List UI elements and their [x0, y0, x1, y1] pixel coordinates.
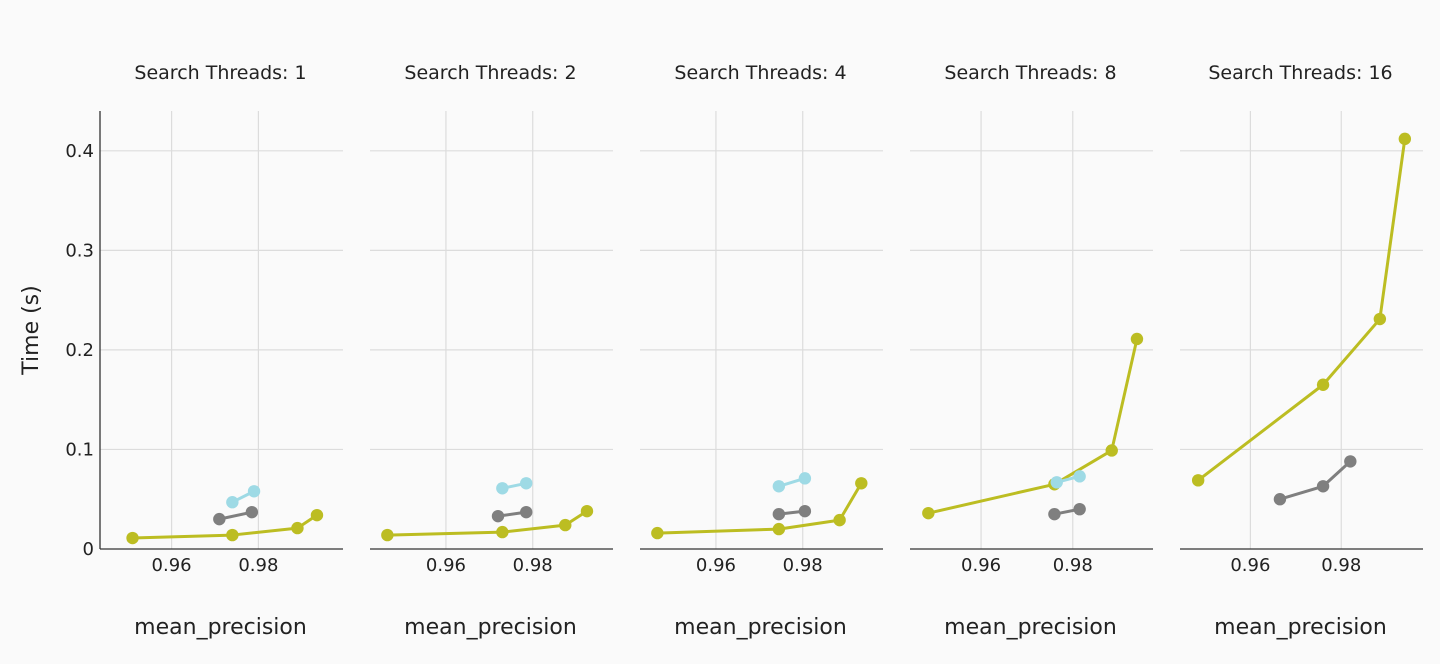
- data-point: [491, 509, 505, 523]
- data-point: [1073, 502, 1086, 516]
- data-point: [1373, 312, 1387, 326]
- series-line: [1197, 138, 1407, 482]
- data-point: [772, 522, 786, 536]
- series-gray: [772, 504, 812, 521]
- data-point: [213, 512, 226, 526]
- y-tick-label: 0: [83, 539, 94, 560]
- x-tick-label: 0.96: [961, 555, 1001, 576]
- series-line: [1279, 460, 1352, 501]
- data-point: [772, 507, 786, 521]
- data-point: [310, 508, 324, 522]
- series-gray: [1273, 455, 1357, 506]
- chart-panels: 0 0.1 0.2 0.3 0.4 0.96 0.98 Search Threads: 1 me…: [65, 62, 1423, 640]
- data-point: [1191, 474, 1205, 487]
- series-gray: [491, 505, 533, 523]
- panel-title: Search Threads: 1: [134, 62, 306, 84]
- series-olive: [126, 508, 324, 545]
- series-line: [387, 509, 588, 537]
- data-point: [381, 528, 394, 542]
- y-tick-label: 0.2: [65, 340, 94, 361]
- data-point: [1048, 507, 1061, 521]
- data-point: [1316, 480, 1330, 493]
- data-point: [520, 477, 533, 490]
- series-lightblue: [496, 477, 533, 495]
- x-tick-label: 0.96: [152, 555, 192, 576]
- panel-1: 0 0.1 0.2 0.3 0.4 0.96 0.98 Search Threads: 1 me…: [65, 62, 343, 640]
- y-axis-title: Time (s): [19, 285, 44, 375]
- series-line: [657, 482, 863, 535]
- data-point: [1344, 455, 1357, 468]
- data-point: [855, 477, 868, 490]
- data-point: [245, 505, 259, 519]
- x-tick-label: 0.96: [426, 555, 466, 576]
- series-lightblue: [1050, 470, 1086, 489]
- series-line: [132, 513, 318, 540]
- x-axis-title: mean_precision: [674, 615, 847, 640]
- panel-4: 0.96 0.98 Search Threads: 8 mean_precision: [910, 62, 1153, 640]
- x-tick-label: 0.98: [238, 555, 278, 576]
- series-olive: [1191, 132, 1412, 487]
- series-gray: [213, 505, 259, 526]
- panel-3: 0.96 0.98 Search Threads: 4 mean_precision: [640, 62, 883, 640]
- series-olive: [381, 504, 594, 542]
- x-tick-label: 0.98: [1053, 555, 1093, 576]
- x-tick-label: 0.98: [513, 555, 553, 576]
- panel-5: 0.96 0.98 Search Threads: 16 mean_precision: [1180, 62, 1423, 640]
- x-axis-title: mean_precision: [404, 615, 577, 640]
- x-tick-label: 0.96: [1230, 555, 1270, 576]
- data-point: [226, 528, 239, 542]
- x-tick-label: 0.98: [783, 555, 823, 576]
- y-tick-label: 0.1: [65, 439, 94, 460]
- series-line: [928, 338, 1139, 515]
- panel-title: Search Threads: 4: [674, 62, 846, 84]
- data-point: [580, 504, 594, 518]
- data-point: [1130, 332, 1144, 346]
- series-gray: [1048, 502, 1086, 521]
- data-point: [559, 518, 572, 532]
- data-point: [798, 504, 812, 518]
- data-point: [520, 505, 533, 519]
- data-point: [1273, 493, 1287, 506]
- data-point: [798, 472, 812, 485]
- panel-title: Search Threads: 16: [1208, 62, 1392, 84]
- data-point: [226, 496, 239, 509]
- data-point: [1050, 476, 1063, 489]
- panel-title: Search Threads: 2: [404, 62, 576, 84]
- data-point: [772, 480, 786, 493]
- data-point: [922, 506, 935, 520]
- panel-2: 0.96 0.98 Search Threads: 2 mean_precision: [370, 62, 613, 640]
- series-lightblue: [772, 472, 812, 493]
- data-point: [291, 521, 304, 535]
- series-olive: [651, 477, 868, 540]
- x-axis-title: mean_precision: [134, 615, 307, 640]
- y-tick-label: 0.3: [65, 240, 94, 261]
- data-point: [833, 513, 846, 527]
- x-tick-label: 0.98: [1321, 555, 1361, 576]
- data-point: [126, 531, 139, 545]
- y-tick-label: 0.4: [65, 141, 94, 162]
- data-point: [247, 485, 261, 498]
- data-point: [496, 482, 509, 495]
- x-axis-title: mean_precision: [1214, 615, 1387, 640]
- data-point: [1316, 378, 1330, 391]
- x-tick-label: 0.96: [696, 555, 736, 576]
- data-point: [1105, 444, 1118, 457]
- panel-title: Search Threads: 8: [944, 62, 1116, 84]
- data-point: [1073, 470, 1086, 483]
- data-point: [651, 526, 664, 540]
- series-olive: [922, 332, 1144, 520]
- x-axis-title: mean_precision: [944, 615, 1117, 640]
- data-point: [1398, 132, 1412, 146]
- series-lightblue: [226, 485, 261, 509]
- data-point: [496, 525, 509, 539]
